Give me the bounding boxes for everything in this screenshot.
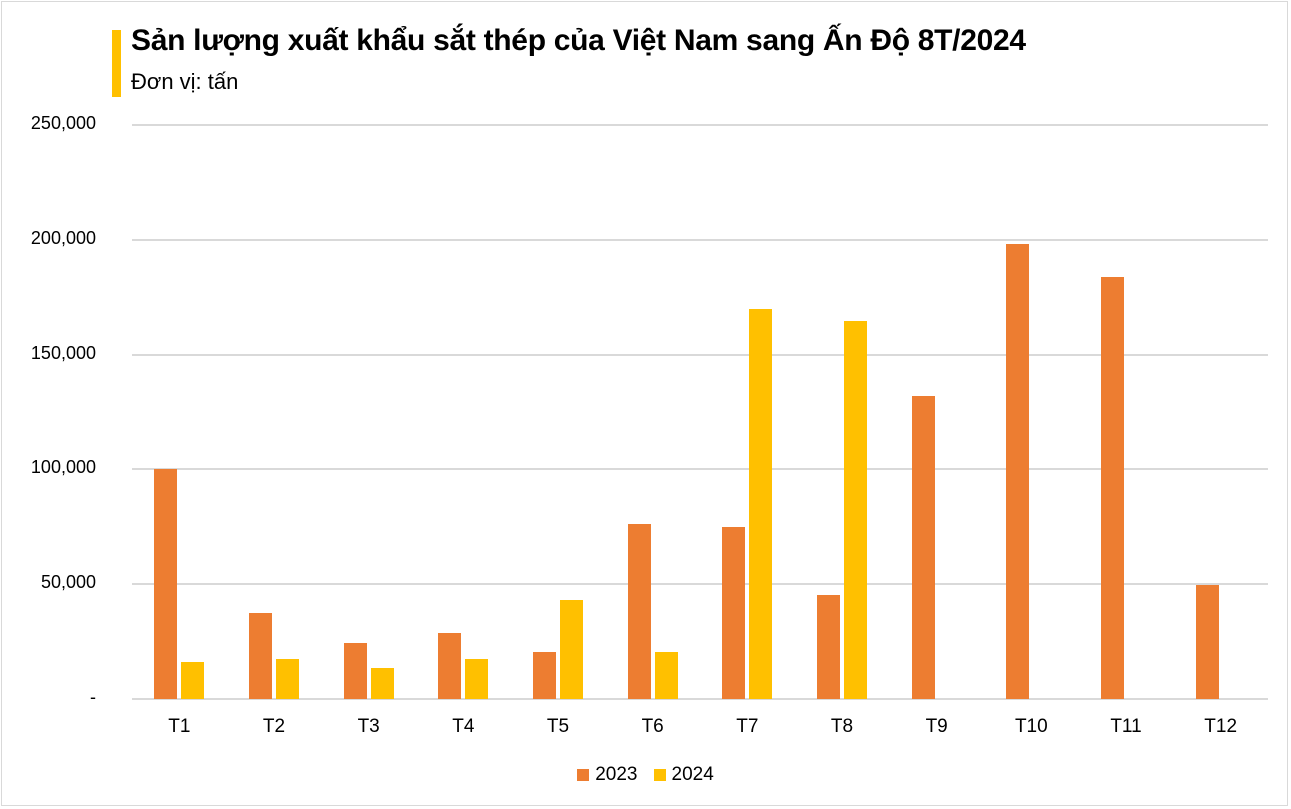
bar-2024-T5 [560,600,583,699]
title-accent-bar [112,30,121,97]
y-tick-label: - [90,687,96,707]
bar-2023-T8 [817,594,840,699]
x-tick-label: T4 [452,716,475,737]
y-tick-label: 200,000 [30,227,96,248]
x-tick-label: T11 [1110,716,1142,737]
gridline [132,238,1268,241]
legend-item-2024: 2024 [653,764,714,786]
bar-2024-T8 [844,321,867,699]
x-tick-label: T6 [641,716,664,737]
legend-swatch-2023 [577,769,590,781]
chart-title: Sản lượng xuất khẩu sắt thép của Việt Na… [131,24,1026,57]
gridline [132,353,1268,356]
bar-2024-T3 [370,668,394,699]
gridline [132,468,1268,471]
bar-2023-T2 [249,612,272,699]
x-tick-label: T8 [830,716,854,737]
bar-2024-T7 [749,308,773,699]
bar-2024-T4 [465,659,489,699]
x-tick-label: T5 [546,716,570,737]
legend-label-2023: 2023 [595,764,638,785]
x-tick-label: T12 [1204,716,1238,737]
bar-2023-T1 [154,469,178,699]
x-tick-label: T1 [168,716,191,737]
bar-2023-T6 [627,524,651,699]
bar-2024-T6 [654,651,678,699]
gridline [132,698,1268,700]
bar-2023-T12 [1195,584,1219,699]
y-tick-label: 250,000 [30,113,96,133]
legend-label-2024: 2024 [671,764,714,785]
bar-2023-T10 [1006,243,1030,699]
bar-2023-T7 [722,527,746,699]
x-tick-label: T9 [925,716,948,737]
bar-2023-T3 [343,642,367,699]
legend-item-2023: 2023 [577,764,638,786]
y-tick-label: 100,000 [30,457,96,478]
bar-2023-T11 [1101,276,1124,699]
x-tick-label: T3 [357,716,380,737]
bar-2024-T2 [276,659,299,699]
gridline [132,124,1268,126]
bar-2023-T4 [438,633,462,699]
y-tick-label: 50,000 [40,572,96,593]
x-tick-label: T10 [1014,716,1048,737]
gridline [132,583,1268,586]
bar-2024-T1 [181,662,205,699]
x-tick-label: T2 [262,716,286,737]
legend: 2023 2024 [0,764,1291,786]
bar-2023-T5 [533,651,556,699]
y-tick-label: 150,000 [30,342,96,363]
legend-swatch-2024 [653,769,666,781]
bar-2023-T9 [911,395,935,699]
x-tick-label: T7 [736,716,759,737]
chart-subtitle: Đơn vị: tấn [131,69,239,94]
